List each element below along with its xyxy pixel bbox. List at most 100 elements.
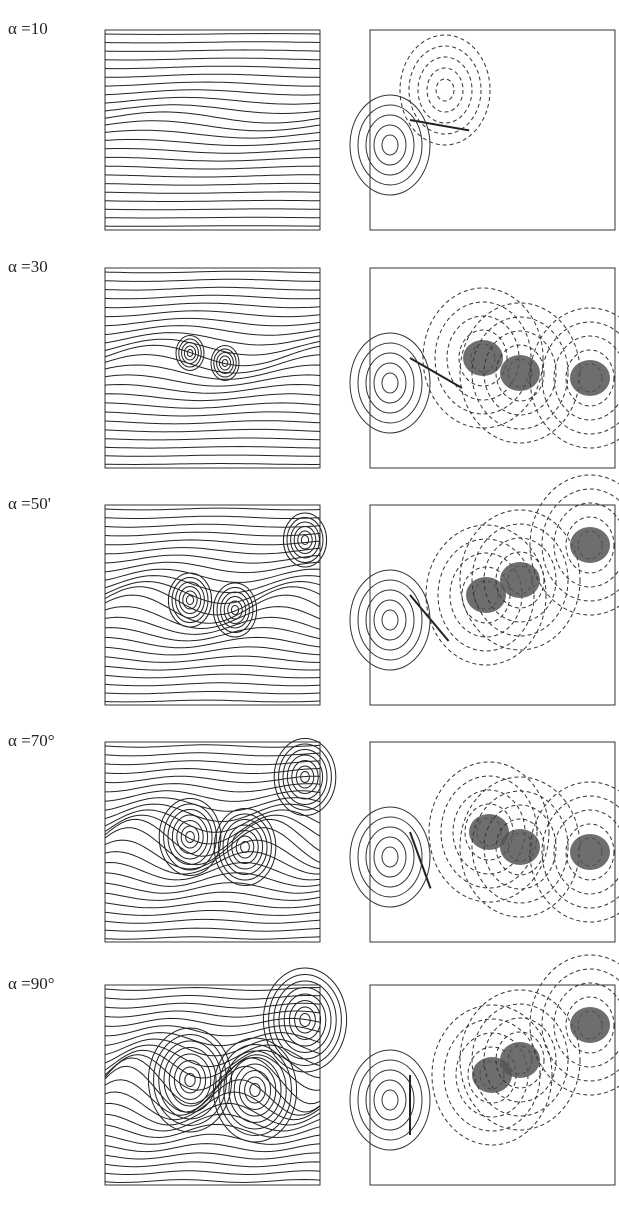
streamline	[105, 1180, 320, 1183]
positive-contour	[374, 600, 406, 640]
positive-contour	[350, 333, 430, 433]
streamline	[105, 50, 320, 52]
streamline	[105, 692, 320, 694]
plate	[410, 595, 449, 641]
streamline	[105, 326, 320, 336]
positive-contour	[382, 1090, 398, 1110]
positive-contour	[374, 363, 406, 403]
positive-contour	[374, 1080, 406, 1120]
negative-contour	[409, 46, 481, 134]
streamline	[105, 287, 320, 290]
streamline	[105, 200, 320, 201]
vortex-streamline	[184, 346, 195, 360]
vortex-streamline	[168, 810, 212, 865]
streamline	[105, 911, 320, 916]
streamline	[105, 576, 320, 593]
streamline	[105, 700, 320, 702]
positive-contour	[382, 610, 398, 630]
vortex-streamline	[181, 826, 199, 848]
vortex-streamline	[179, 339, 201, 367]
alpha-label: α =90°	[8, 974, 55, 993]
vortex-streamline	[301, 536, 308, 545]
vortex-streamline	[274, 981, 336, 1059]
streamline	[105, 166, 320, 169]
streamline	[105, 628, 320, 641]
vortex-core	[570, 1007, 610, 1043]
vortex-core	[500, 355, 540, 391]
streamline	[105, 429, 320, 432]
vortex-streamline	[164, 1048, 216, 1113]
positive-contour	[350, 95, 430, 195]
streamline	[105, 209, 320, 210]
positive-contour	[366, 115, 414, 175]
vortex-streamline	[241, 842, 250, 853]
alpha-label: α =50'	[8, 494, 51, 513]
panel-row: α =70°	[8, 731, 619, 942]
vortex-streamline	[172, 815, 207, 859]
vortex-streamline	[239, 1071, 270, 1110]
negative-contour	[436, 79, 454, 101]
vortex-streamline	[186, 596, 193, 605]
vortex-streamline	[174, 1061, 205, 1100]
streamline	[105, 311, 320, 317]
streamline	[105, 1144, 320, 1152]
vortex-core	[500, 1042, 540, 1078]
streamline	[105, 82, 320, 86]
streamline	[105, 617, 320, 634]
streamline	[105, 279, 320, 281]
streamline	[105, 791, 320, 802]
vortex-streamline	[176, 336, 204, 371]
streamline	[105, 318, 320, 325]
panel-row: α =50'	[8, 475, 619, 705]
streamline	[105, 58, 320, 60]
figure: α =10α =30α =50'α =70°α =90°	[0, 0, 619, 1216]
streamline	[105, 587, 320, 615]
streamline	[105, 403, 320, 408]
streamline	[105, 784, 320, 792]
positive-contour	[366, 1070, 414, 1130]
alpha-label: α =70°	[8, 731, 55, 750]
streamline	[105, 149, 320, 154]
vortex-core	[570, 360, 610, 396]
streamline	[105, 647, 320, 655]
vortex-streamline	[219, 814, 272, 880]
positive-contour	[382, 135, 398, 155]
vortex-core	[500, 829, 540, 865]
streamline	[105, 192, 320, 193]
vortex-core	[570, 527, 610, 563]
alpha-label: α =10	[8, 19, 48, 38]
streamline	[105, 508, 320, 510]
streamline	[105, 412, 320, 416]
positive-contour	[358, 1060, 422, 1140]
positive-contour	[366, 590, 414, 650]
vortex-streamline	[291, 522, 320, 558]
streamline	[105, 438, 320, 440]
vortex-streamline	[176, 582, 205, 618]
streamline	[105, 421, 320, 424]
streamline	[105, 819, 320, 856]
positive-contour	[382, 373, 398, 393]
vortex-streamline	[217, 588, 253, 633]
streamline	[105, 90, 320, 95]
positive-contour	[350, 570, 430, 670]
vortex-core	[570, 834, 610, 870]
vortex-streamline	[213, 583, 256, 637]
streamline	[105, 753, 320, 756]
streamline	[105, 1011, 320, 1017]
positive-contour	[366, 353, 414, 413]
streamline	[105, 464, 320, 465]
vortex-streamline	[234, 1064, 276, 1116]
streamline	[105, 674, 320, 678]
streamline	[105, 66, 320, 68]
positive-contour	[382, 847, 398, 867]
streamline	[105, 1171, 320, 1175]
vorticity-frame	[370, 30, 615, 230]
streamline	[105, 1153, 320, 1159]
streamline	[105, 892, 320, 900]
panel-row: α =90°	[8, 955, 619, 1185]
streamline	[105, 928, 320, 931]
positive-contour	[358, 105, 422, 185]
vortex-streamline	[287, 518, 323, 563]
streamline	[105, 447, 320, 449]
vortex-streamline	[289, 1001, 320, 1040]
